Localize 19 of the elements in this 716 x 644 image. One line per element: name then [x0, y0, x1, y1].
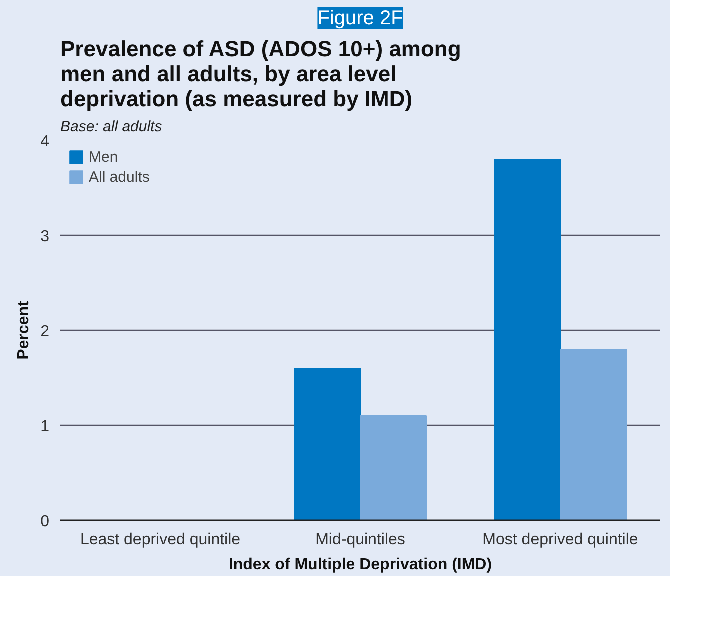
y-tick-label: 2 — [40, 324, 50, 340]
y-tick-label: 1 — [40, 418, 50, 436]
x-axis-title: Index of Multiple Deprivation (IMD) — [228, 556, 492, 574]
legend-label: All adults — [89, 168, 150, 186]
y-axis-title: Percent — [16, 300, 33, 360]
y-tick-label: 0 — [40, 514, 50, 530]
bar — [494, 159, 561, 520]
y-tick-label: 3 — [40, 228, 50, 246]
x-tick-label: Least deprived quintile — [80, 532, 241, 548]
x-tick-label: Mid-quintiles — [316, 532, 406, 548]
bar — [294, 368, 361, 520]
x-tick-label: Most deprived quintile — [482, 532, 638, 548]
legend-label: Men — [89, 148, 118, 166]
bar — [360, 416, 427, 520]
chart-subtitle: Prevalence of ASD (ADOS 10+) among men and all adults, by area level deprivation (as measured by IMD) — [60, 36, 462, 112]
bar — [560, 349, 627, 520]
chart-title: Figure 2F — [318, 8, 404, 30]
y-tick-label: 4 — [40, 134, 50, 150]
text: Base: all adults — [60, 118, 163, 136]
